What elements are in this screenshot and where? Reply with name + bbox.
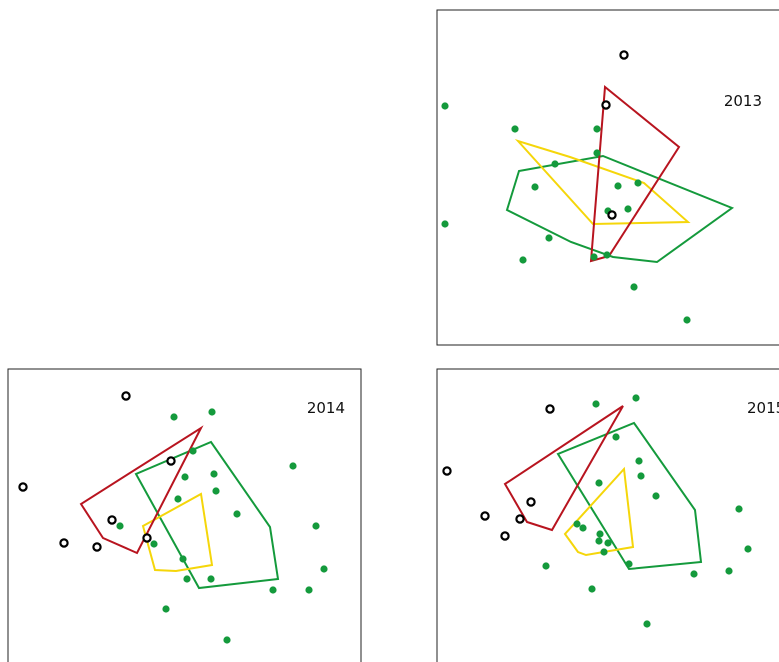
hull-layer: [505, 85, 735, 264]
filled-point: [312, 522, 320, 530]
filled-point: [683, 316, 691, 324]
panel-title: 2015: [747, 399, 779, 417]
hull-outline-0: [505, 154, 735, 264]
filled-point: [441, 102, 449, 110]
filled-point: [150, 540, 158, 548]
panel-frame: [436, 9, 779, 346]
filled-point: [625, 560, 633, 568]
hull-outline-2: [503, 405, 624, 532]
filled-point: [612, 433, 620, 441]
hull-outline-2: [79, 425, 204, 555]
filled-point: [630, 283, 638, 291]
filled-point: [579, 524, 587, 532]
point-layer: [18, 391, 328, 644]
filled-point: [207, 575, 215, 583]
open-point: [515, 514, 525, 524]
hull-layer: [79, 425, 280, 590]
filled-point: [634, 179, 642, 187]
filled-point: [637, 472, 645, 480]
open-point: [18, 482, 28, 492]
filled-point: [531, 183, 539, 191]
filled-point: [604, 539, 612, 547]
open-point: [59, 538, 69, 548]
open-point: [442, 466, 452, 476]
panel-2014: 2014: [7, 368, 362, 662]
open-point: [601, 100, 611, 110]
filled-point: [603, 251, 611, 259]
open-point: [607, 210, 617, 220]
panel-title: 2013: [724, 92, 762, 110]
hull-layer: [503, 405, 703, 571]
filled-point: [269, 586, 277, 594]
filled-point: [551, 160, 559, 168]
filled-point: [181, 473, 189, 481]
filled-point: [519, 256, 527, 264]
filled-point: [573, 520, 581, 528]
hull-outline-1: [563, 466, 635, 557]
open-point: [142, 533, 152, 543]
open-point: [92, 542, 102, 552]
panel-2013: 2013: [436, 9, 779, 346]
open-point: [545, 404, 555, 414]
filled-point: [725, 567, 733, 575]
filled-point: [210, 470, 218, 478]
filled-point: [593, 125, 601, 133]
filled-point: [643, 620, 651, 628]
filled-point: [179, 555, 187, 563]
filled-point: [614, 182, 622, 190]
filled-point: [600, 548, 608, 556]
filled-point: [635, 457, 643, 465]
filled-point: [595, 537, 603, 545]
filled-point: [588, 585, 596, 593]
filled-point: [596, 530, 604, 538]
filled-point: [170, 413, 178, 421]
filled-point: [189, 447, 197, 455]
hull-outline-1: [514, 138, 691, 226]
filled-point: [735, 505, 743, 513]
panel-2015: 2015: [436, 368, 779, 662]
filled-point: [624, 205, 632, 213]
filled-point: [223, 636, 231, 644]
filled-point: [116, 522, 124, 530]
filled-point: [208, 408, 216, 416]
filled-point: [233, 510, 241, 518]
filled-point: [545, 234, 553, 242]
open-point: [107, 515, 117, 525]
filled-point: [652, 492, 660, 500]
filled-point: [593, 149, 601, 157]
filled-point: [744, 545, 752, 553]
panel-frame: [7, 368, 362, 662]
filled-point: [305, 586, 313, 594]
open-point: [526, 497, 536, 507]
hull-outline-1: [141, 492, 214, 573]
filled-point: [592, 400, 600, 408]
filled-point: [289, 462, 297, 470]
hull-outline-2: [589, 85, 681, 263]
open-point: [500, 531, 510, 541]
filled-point: [542, 562, 550, 570]
open-point: [166, 456, 176, 466]
filled-point: [212, 487, 220, 495]
filled-point: [441, 220, 449, 228]
filled-point: [162, 605, 170, 613]
filled-point: [595, 479, 603, 487]
point-layer: [442, 394, 752, 628]
point-layer: [441, 50, 691, 324]
open-point: [480, 511, 490, 521]
panel-frame: [436, 368, 779, 662]
panel-title: 2014: [307, 399, 345, 417]
filled-point: [511, 125, 519, 133]
filled-point: [320, 565, 328, 573]
open-point: [619, 50, 629, 60]
filled-point: [183, 575, 191, 583]
filled-point: [590, 253, 598, 261]
filled-point: [690, 570, 698, 578]
open-point: [121, 391, 131, 401]
filled-point: [174, 495, 182, 503]
filled-point: [632, 394, 640, 402]
